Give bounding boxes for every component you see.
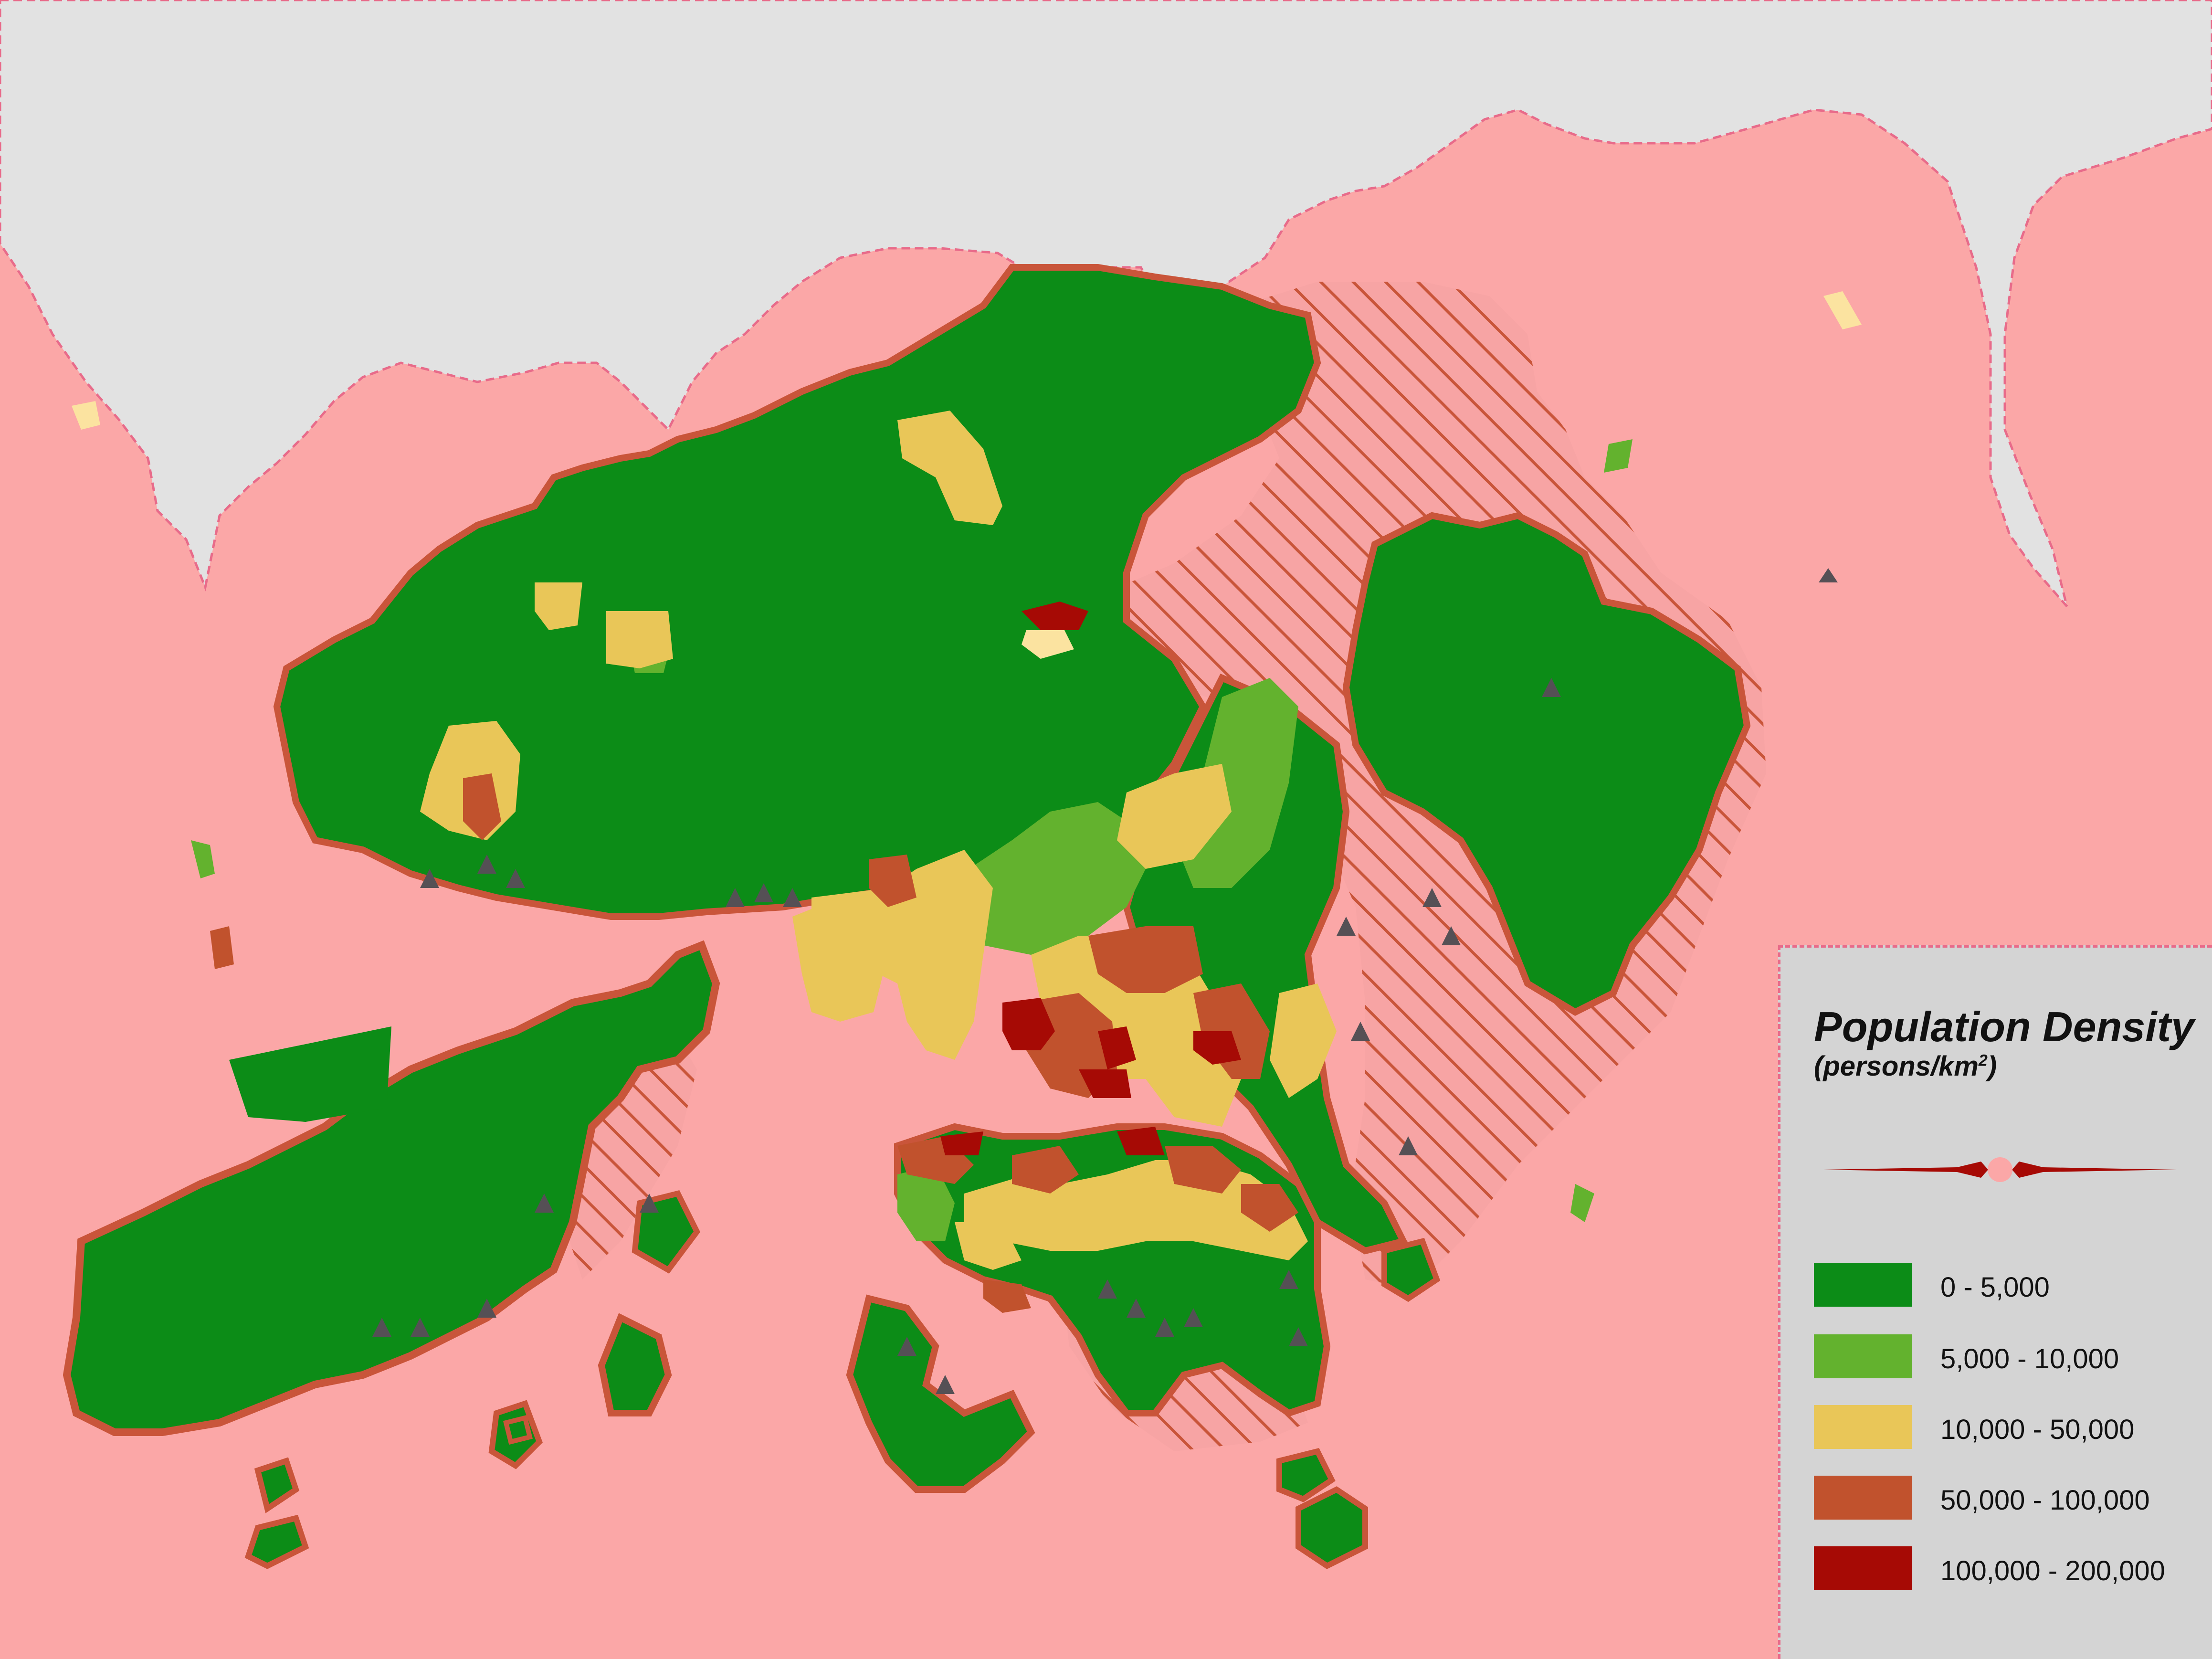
legend-swatch — [1814, 1546, 1912, 1590]
district-density-5000-10000-kwai-tsing — [969, 802, 1146, 955]
legend-label: 0 - 5,000 — [1940, 1272, 2050, 1303]
legend-subtitle: (persons/km2) — [1814, 1050, 1997, 1082]
island-po-toi — [1296, 1486, 1368, 1569]
legend-label: 10,000 - 50,000 — [1940, 1414, 2135, 1445]
district-density-10000-50000-aberdeen — [955, 1222, 1022, 1270]
island-cheung-chau — [598, 1313, 672, 1416]
legend-swatch — [1814, 1405, 1912, 1449]
district-density-50000-100000-sham-shui-po — [1088, 926, 1203, 993]
district-density-50000-100000-tsuen-wan — [869, 855, 916, 907]
island-small-5 — [1381, 1237, 1441, 1302]
island-small-3 — [244, 1514, 309, 1569]
district-density-100000-200000-central — [940, 1131, 983, 1155]
legend-arrow-icon — [1823, 1157, 2177, 1182]
island-small-4 — [1276, 1448, 1336, 1502]
legend-title: Population Density — [1814, 1003, 2194, 1050]
district-density-100000-200000-sham-shui-po — [1002, 998, 1055, 1050]
legend-subtitle-close: ) — [1987, 1051, 1997, 1082]
island-small-2 — [254, 1457, 300, 1513]
district-density-10000-50000-yuen-long-2 — [606, 611, 673, 668]
legend-swatch — [1814, 1334, 1912, 1378]
district-density-50000-100000-tuen-mun — [463, 773, 501, 840]
district-density-50000-100000-wan-chai — [1012, 1146, 1079, 1194]
district-density-100000-200000-yau-tsim — [1079, 1069, 1131, 1098]
island-small-11 — [210, 926, 234, 969]
map-legend: Population Density (persons/km2) 0 - 5,0… — [1778, 945, 2212, 1659]
island-small-10 — [191, 840, 215, 878]
airport-edge-patch — [72, 401, 100, 430]
legend-label: 5,000 - 10,000 — [1940, 1343, 2119, 1374]
region-lantau-north — [229, 1026, 391, 1122]
district-density-50000-100000-causeway — [1165, 1146, 1241, 1194]
island-small-8 — [1570, 1184, 1594, 1222]
marker-triangles — [372, 568, 1838, 1394]
legend-swatch — [1814, 1263, 1912, 1307]
district-density-5000-10000-hk-west — [897, 1165, 955, 1241]
district-density-50000-100000-aberdeen — [983, 1279, 1031, 1313]
legend-subtitle-text: (persons/km — [1814, 1051, 1979, 1082]
legend-label: 100,000 - 200,000 — [1940, 1555, 2165, 1586]
region-sai-kung — [1342, 512, 1751, 1016]
island-small-9 — [1604, 439, 1633, 473]
region-lamma — [846, 1294, 1035, 1493]
district-density-100000-200000-kwun-tong — [1193, 1031, 1241, 1065]
shenzhen-bay-patch — [1022, 630, 1074, 659]
district-density-50000-100000-chai-wan — [1241, 1184, 1298, 1232]
legend-label: 50,000 - 100,000 — [1940, 1485, 2150, 1516]
district-density-10000-50000-yuen-long — [535, 582, 582, 630]
district-density-100000-200000-mong-kok — [1098, 1026, 1136, 1069]
district-density-10000-50000-sha-tin — [1117, 764, 1232, 869]
island-small-7 — [503, 1415, 533, 1445]
legend-subtitle-superscript: 2 — [1978, 1051, 1988, 1070]
district-density-10000-50000-kowloon — [1031, 936, 1241, 1127]
district-density-10000-50000-fanling — [897, 411, 1002, 525]
district-density-10000-50000-tko — [1270, 983, 1337, 1098]
district-density-100000-200000-fanling — [1022, 602, 1088, 630]
mainland-island-patch — [1823, 291, 1862, 329]
legend-swatch — [1814, 1476, 1912, 1520]
district-density-100000-200000-north-point — [1117, 1127, 1165, 1155]
district-density-10000-50000-kwai-chung — [792, 898, 888, 1022]
